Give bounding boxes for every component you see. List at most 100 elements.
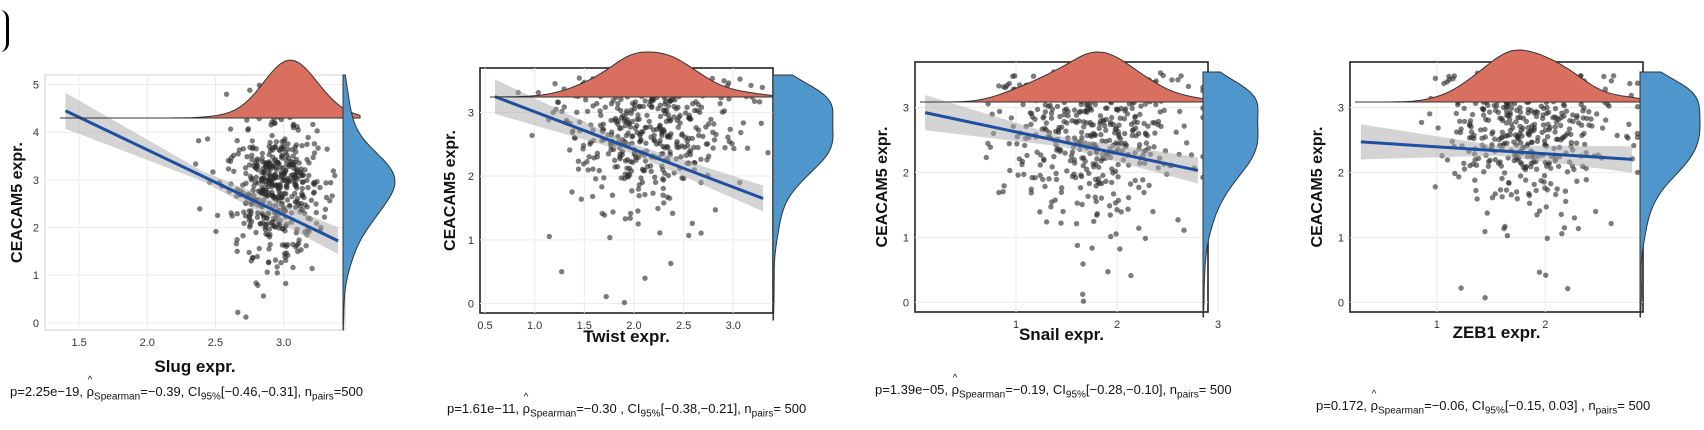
- scatter-point: [1634, 80, 1641, 86]
- scatter-point: [639, 166, 646, 172]
- scatter-point: [1432, 184, 1439, 190]
- scatter-point: [667, 195, 673, 201]
- scatter-point: [1141, 189, 1147, 196]
- scatter-point: [662, 145, 668, 151]
- scatter-point: [1181, 123, 1187, 129]
- x-tick-label: 3: [1215, 319, 1221, 331]
- scatter-point: [1529, 139, 1535, 145]
- scatter-point: [602, 104, 608, 110]
- y-tick-label: 3: [33, 175, 39, 187]
- scatter-point: [738, 129, 744, 136]
- scatter-point: [1533, 166, 1540, 172]
- scatter-point: [294, 242, 300, 248]
- scatter-point: [642, 275, 648, 281]
- x-axis-label: Twist expr.: [583, 327, 670, 346]
- scatter-point: [292, 190, 298, 197]
- y-tick-label: 0: [903, 297, 909, 309]
- scatter-point: [983, 154, 989, 161]
- scatter-point: [591, 155, 597, 161]
- stats-annotation-slug: p=2.25e−19, ρSpearman=−0.39, CI95%[−0.46…: [10, 384, 363, 403]
- scatter-point: [214, 212, 221, 219]
- scatter-point: [710, 129, 716, 135]
- scatter-point: [1153, 101, 1159, 108]
- scatter-point: [1575, 120, 1582, 126]
- scatter-point: [628, 159, 634, 165]
- scatter-point: [609, 129, 615, 135]
- scatter-point: [1177, 108, 1183, 115]
- scatter-point: [255, 188, 262, 194]
- scatter-point: [612, 157, 618, 163]
- x-axis-label: Snail expr.: [1019, 325, 1104, 344]
- scatter-point: [1058, 220, 1064, 226]
- scatter-point: [985, 101, 991, 107]
- confidence-band: [494, 79, 764, 212]
- scatter-point: [651, 132, 657, 139]
- x-axis-label: Slug expr.: [154, 357, 235, 376]
- scatter-point: [1552, 124, 1559, 130]
- scatter-point: [1518, 140, 1524, 146]
- scatter-point: [1113, 231, 1119, 237]
- scatter-point: [266, 226, 272, 232]
- scatter-point: [299, 143, 305, 149]
- scatter-point: [636, 193, 642, 199]
- scatter-point: [1038, 152, 1044, 158]
- scatter-point: [283, 149, 289, 156]
- scatter-point: [299, 185, 305, 192]
- scatter-point: [1048, 115, 1055, 121]
- scatter-point: [197, 206, 203, 212]
- scatter-point: [1173, 129, 1179, 135]
- scatter-point: [1098, 131, 1104, 138]
- scatter-point: [1484, 210, 1490, 216]
- scatter-point: [308, 197, 315, 203]
- scatter-point: [1561, 102, 1568, 109]
- scatter-point: [1097, 113, 1104, 119]
- scatter-point: [1531, 181, 1537, 188]
- scatter-point: [1566, 126, 1573, 132]
- scatter-point: [644, 112, 650, 119]
- scatter-point: [283, 157, 289, 163]
- scatter-point: [667, 149, 673, 155]
- scatter-point: [1511, 139, 1517, 145]
- scatter-point: [698, 104, 705, 111]
- scatter-point: [1125, 194, 1132, 201]
- scatter-point: [683, 152, 689, 158]
- scatter-point: [711, 137, 718, 143]
- scatter-point: [1461, 160, 1467, 166]
- scatter-point: [1559, 135, 1566, 141]
- scatter-point: [1146, 145, 1152, 151]
- scatter-point: [1468, 134, 1475, 141]
- scatter-point: [695, 144, 701, 151]
- y-tick-label: 4: [33, 127, 39, 139]
- scatter-point: [1510, 125, 1516, 131]
- scatter-point: [1467, 162, 1473, 169]
- scatter-point: [1055, 129, 1062, 135]
- scatter-point: [253, 280, 259, 286]
- scatter-point: [1634, 169, 1641, 176]
- scatter-point: [1503, 108, 1510, 115]
- scatter-point: [233, 241, 240, 247]
- scatter-point: [1092, 101, 1099, 108]
- scatter-point: [1556, 163, 1562, 170]
- scatter-point: [1539, 129, 1545, 136]
- scatter-point: [249, 152, 255, 158]
- scatter-point: [1553, 191, 1559, 198]
- scatter-point: [650, 127, 657, 133]
- scatter-point: [1080, 163, 1087, 169]
- scatter-point: [1060, 208, 1066, 215]
- scatter-point: [328, 180, 334, 186]
- confidence-band: [65, 92, 339, 255]
- scatter-point: [1534, 109, 1541, 116]
- scatter-point: [317, 184, 323, 191]
- scatter-point: [283, 257, 289, 263]
- scatter-point: [1418, 119, 1425, 126]
- scatter-point: [299, 193, 305, 199]
- scatter-point: [703, 141, 709, 147]
- right-density: [1639, 71, 1701, 318]
- scatter-point: [1085, 193, 1091, 200]
- scatter-point: [1030, 73, 1037, 79]
- scatter-point: [634, 129, 640, 136]
- scatter-point: [1503, 187, 1510, 193]
- scatter-point: [295, 127, 301, 133]
- scatter-point: [1508, 192, 1515, 198]
- scatter-point: [721, 108, 728, 114]
